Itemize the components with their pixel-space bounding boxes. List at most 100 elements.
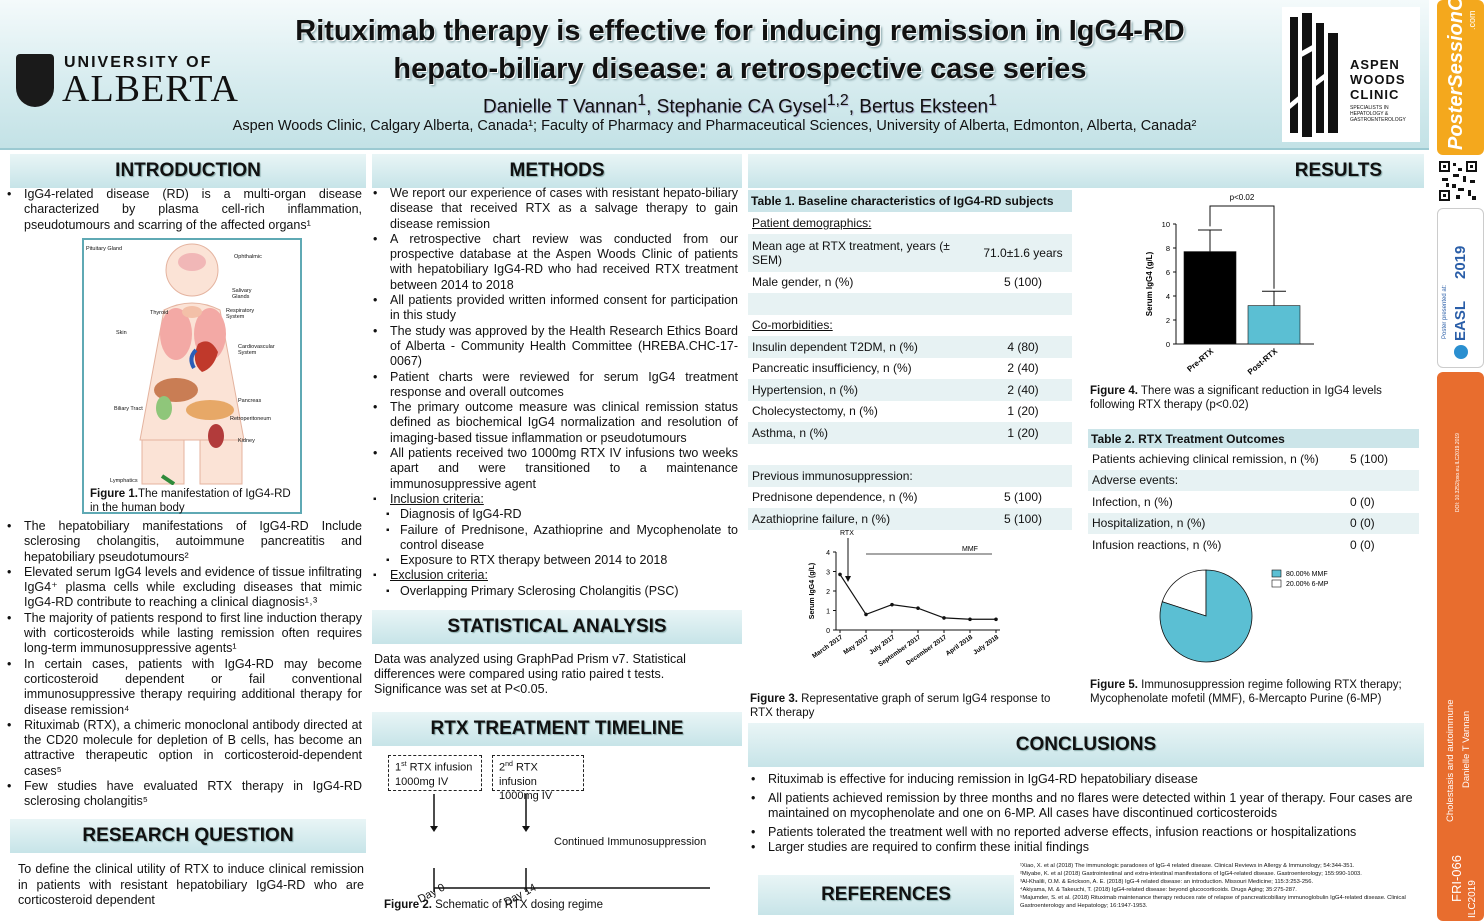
- table-cell-label: Azathioprine failure, n (%): [748, 508, 974, 530]
- annotation-rtx: RTX: [840, 530, 854, 537]
- reference-item: ³Al-Khalili, O.M. & Erickson, A. E. (201…: [1020, 879, 1314, 885]
- fig1-label: Lymphatics: [110, 478, 138, 484]
- methods-heading: METHODS: [372, 154, 742, 188]
- data-point: [942, 616, 946, 620]
- figure-5-caption: Figure 5. Immunosuppression regime follo…: [1090, 679, 1402, 705]
- pie-slice: [1159, 569, 1253, 663]
- brand-url-text: .com: [1467, 10, 1477, 30]
- list-item: The majority of patients respond to firs…: [4, 611, 362, 657]
- table-row: Insulin dependent T2DM, n (%) 4 (80): [748, 336, 1072, 358]
- rtx-timeline-heading: RTX TREATMENT TIMELINE: [372, 712, 742, 746]
- data-point: [890, 602, 894, 607]
- table-row: Asthma, n (%) 1 (20): [748, 422, 1072, 444]
- legend-swatch: [1271, 579, 1282, 588]
- table-cell-value: [974, 465, 1072, 487]
- statistical-analysis-text: Data was analyzed using GraphPad Prism v…: [374, 652, 686, 696]
- y-tick-label: 10: [1162, 220, 1170, 229]
- legend-label: 80.00% MMF: [1286, 571, 1328, 578]
- table-cell-value: 0 (0): [1346, 512, 1419, 534]
- list-item: All patients received two 1000mg RTX IV …: [370, 446, 738, 492]
- y-tick-label: 6: [1166, 268, 1170, 277]
- conclusions-heading: CONCLUSIONS: [748, 723, 1424, 767]
- table-cell-label: [748, 444, 974, 466]
- table-cell-label: Pancreatic insufficiency, n (%): [752, 361, 912, 376]
- conclusions-bullets: Rituximab is effective for inducing remi…: [748, 772, 1418, 856]
- table-row: Male gender, n (%) 5 (100): [748, 272, 1072, 294]
- conference-code: ILC2019: [1467, 880, 1478, 918]
- x-tick-label: March 2017: [811, 634, 844, 660]
- list-item: The primary outcome measure was clinical…: [370, 400, 738, 446]
- table-row: Azathioprine failure, n (%) 5 (100): [748, 508, 1072, 530]
- x-tick-label: May 2017: [842, 634, 870, 657]
- table-cell-label: Hypertension, n (%): [748, 379, 974, 401]
- table-cell-label: [748, 293, 974, 315]
- qr-code-icon[interactable]: [1438, 160, 1478, 202]
- table-row: Co-morbidities:: [748, 315, 1072, 337]
- ua-logo-big-text: ALBERTA: [62, 68, 239, 110]
- intro-bullets-top: IgG4-related disease (RD) is a multi-org…: [4, 187, 362, 233]
- list-item: Failure of Prednisone, Azathioprine and …: [370, 523, 738, 554]
- annotation-mmf: MMF: [962, 546, 978, 553]
- data-point: [994, 617, 998, 622]
- table-cell-label: Asthma, n (%): [748, 422, 974, 444]
- fig1-label: Cardiovascular System: [238, 344, 275, 356]
- side-author-text: Danielle T Vannan: [1461, 710, 1472, 788]
- fig1-label: Thyroid: [150, 310, 169, 316]
- university-of-alberta-logo: UNIVERSITY OF ALBERTA: [16, 54, 238, 109]
- table-cell-label: Infection, n (%): [1092, 494, 1173, 509]
- table-cell-label: Cholecystectomy, n (%): [752, 404, 878, 419]
- y-tick-label: 2: [1166, 316, 1170, 325]
- table-row: Cholecystectomy, n (%) 1 (20): [748, 401, 1072, 423]
- aspen-logo-subtitle: SPECIALISTS IN HEPATOLOGY & GASTROENTERO…: [1350, 105, 1406, 123]
- table-cell-value: 1 (20): [1007, 404, 1039, 419]
- fig1-label: Skin: [116, 330, 127, 336]
- author-name: Bertus Eksteen: [859, 96, 989, 118]
- reference-item: ⁴Akiyama, M. & Takeuchi, T. (2018) IgG4-…: [1020, 887, 1297, 893]
- fig1-label: Pituitary Gland: [86, 246, 123, 252]
- reference-item: ²Miyabe, K. et al (2018) Gastrointestina…: [1020, 871, 1362, 877]
- table-cell-value: 5 (100): [1003, 490, 1043, 505]
- results-heading: RESULTS: [748, 154, 1424, 188]
- figure-1-box: Pituitary Gland Ophthalmic Salivary Glan…: [82, 238, 302, 514]
- table-cell-value: 2 (40): [974, 379, 1072, 401]
- table-cell-value: 0 (0): [1350, 494, 1375, 509]
- table-cell-value: [1346, 469, 1419, 491]
- ua-crest-icon: [16, 54, 54, 107]
- table-cell-value: 5 (100): [1350, 451, 1389, 466]
- aspen-tree-icon: [1290, 13, 1338, 137]
- list-item: Few studies have evaluated RTX therapy i…: [4, 779, 362, 810]
- title-line-1: Rituximab therapy is effective for induc…: [295, 15, 1185, 47]
- table-cell-value: 5 (100): [974, 508, 1072, 530]
- y-tick-label: 0: [1166, 340, 1170, 349]
- author-name: Stephanie CA Gysel: [656, 96, 827, 118]
- figure-3-caption: Figure 3. Representative graph of serum …: [750, 693, 1051, 719]
- fig1-label: Kidney: [238, 438, 255, 444]
- poster-code: FRI-066: [1449, 855, 1464, 902]
- table-row: Adverse events:: [1088, 469, 1419, 491]
- fig1-label: Ophthalmic: [234, 254, 262, 260]
- y-axis-label: Serum IgG4 (g/L): [809, 563, 816, 619]
- table-row: Pancreatic insufficiency, n (%) 2 (40): [748, 358, 1072, 380]
- pie-slice: [1161, 569, 1207, 617]
- x-tick-label: July 2018: [972, 634, 1000, 657]
- table-2-title: Table 2. RTX Treatment Outcomes: [1088, 429, 1419, 448]
- table-1-body: Patient demographics: Mean age at RTX tre…: [748, 212, 1072, 530]
- list-item: We report our experience of cases with r…: [370, 186, 738, 232]
- fig1-label: Respiratory System: [226, 308, 255, 320]
- list-item: Diagnosis of IgG4-RD: [370, 507, 738, 523]
- series-line: [839, 574, 996, 620]
- methods-bullets: We report our experience of cases with r…: [370, 186, 738, 599]
- reference-item: ¹Xiao, X. et al (2018) The immunologic p…: [1020, 863, 1355, 869]
- fig1-label: Retroperitoneum: [230, 416, 271, 422]
- list-item: Larger studies are required to confirm t…: [748, 840, 1418, 856]
- list-item: In certain cases, patients with IgG4-RD …: [4, 657, 362, 718]
- table-cell-label: Patients achieving clinical remission, n…: [1092, 451, 1319, 466]
- inclusion-label: Inclusion criteria:: [370, 492, 738, 508]
- table-2-body: Patients achieving clinical remission, n…: [1088, 448, 1419, 556]
- authors-line: Danielle T Vannan1, Stephanie CA Gysel1,…: [483, 92, 997, 118]
- list-item: All patients provided written informed c…: [370, 293, 738, 324]
- fig1-label: Biliary Tract: [114, 406, 143, 412]
- postersessiononline-banner[interactable]: PosterSessionOnline .com: [1437, 0, 1484, 155]
- table-1-title: Table 1. Baseline characteristics of IgG…: [748, 190, 1072, 212]
